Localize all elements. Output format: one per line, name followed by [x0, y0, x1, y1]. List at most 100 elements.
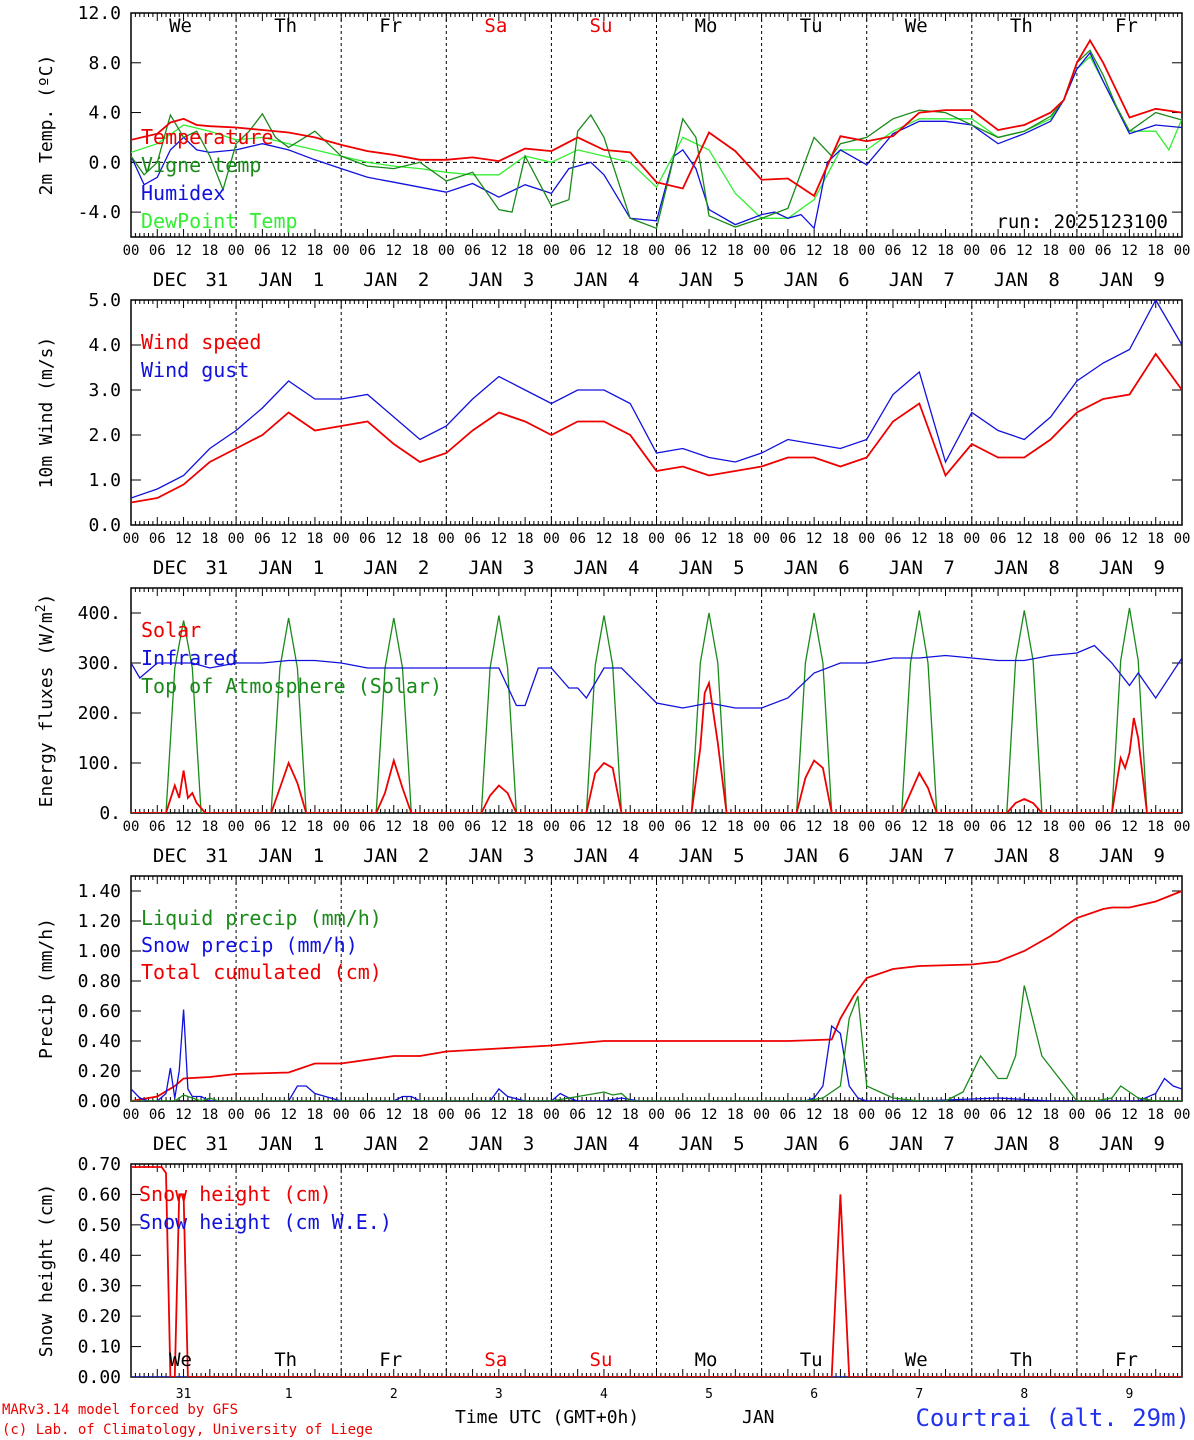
wind-hour-tick-label: 00	[858, 531, 875, 547]
energy-hour-tick-label: 06	[569, 819, 586, 835]
precip-hour-tick-label: 00	[963, 1107, 980, 1123]
temp-date-month: JAN	[1099, 269, 1133, 291]
precip-hour-tick-label: 18	[727, 1107, 744, 1123]
temp-hour-tick-label: 12	[596, 243, 613, 259]
precip-hour-tick-label: 12	[701, 1107, 718, 1123]
footer-weekday-label: Su	[590, 1349, 613, 1371]
wind-y-tick-label: 1.0	[88, 470, 121, 491]
precip-hour-tick-label: 12	[175, 1107, 192, 1123]
precip-hour-tick-label: 12	[911, 1107, 928, 1123]
precip-hour-tick-label: 18	[306, 1107, 323, 1123]
wind-hour-tick-label: 06	[569, 531, 586, 547]
wind-series-wind-gust	[131, 300, 1182, 499]
wind-date-month: DEC	[153, 557, 187, 579]
energy-date-day: 6	[838, 845, 849, 867]
energy-series-infrared	[131, 644, 1182, 709]
energy-date-month: JAN	[994, 845, 1028, 867]
footer-day-number: 4	[600, 1387, 608, 1402]
precip-hour-tick-label: 06	[885, 1107, 902, 1123]
temp-legend-entry: Humidex	[141, 181, 225, 205]
temp-hour-tick-label: 12	[911, 243, 928, 259]
wind-date-day: 2	[418, 557, 429, 579]
energy-hour-tick-label: 06	[990, 819, 1007, 835]
header-weekday-label: Su	[590, 15, 613, 37]
wind-hour-tick-label: 12	[1121, 531, 1138, 547]
precip-date-day: 1	[313, 1133, 324, 1155]
precip-legend-entry: Snow precip (mm/h)	[141, 933, 358, 957]
precip-hour-tick-label: 18	[517, 1107, 534, 1123]
energy-hour-tick-label: 06	[674, 819, 691, 835]
wind-hour-tick-label: 18	[517, 531, 534, 547]
energy-y-tick-label: 300.	[78, 653, 121, 674]
energy-date-month: JAN	[573, 845, 607, 867]
energy-hour-tick-label: 00	[753, 819, 770, 835]
precip-y-tick-label: 0.00	[78, 1091, 121, 1112]
precip-date-day: 7	[943, 1133, 954, 1155]
snow-y-tick-label: 0.00	[78, 1367, 121, 1388]
wind-date-month: JAN	[1099, 557, 1133, 579]
temp-hour-tick-label: 12	[1016, 243, 1033, 259]
wind-date-day: 6	[838, 557, 849, 579]
precip-y-tick-label: 0.20	[78, 1061, 121, 1082]
wind-legend-entry: Wind gust	[141, 358, 249, 382]
energy-hour-tick-label: 00	[858, 819, 875, 835]
wind-hour-tick-label: 00	[333, 531, 350, 547]
energy-date-day: 1	[313, 845, 324, 867]
wind-hour-tick-label: 06	[885, 531, 902, 547]
wind-hour-tick-label: 12	[490, 531, 507, 547]
snow-y-tick-label: 0.40	[78, 1245, 121, 1266]
energy-hour-tick-label: 06	[359, 819, 376, 835]
energy-hour-tick-label: 06	[464, 819, 481, 835]
energy-hour-tick-label: 18	[1147, 819, 1164, 835]
temp-date-day: 2	[418, 269, 429, 291]
temp-hour-tick-label: 18	[622, 243, 639, 259]
footer-weekday-label: We	[169, 1349, 192, 1371]
snow-y-axis-label: Snow height (cm)	[36, 1184, 57, 1357]
temp-date-day: 5	[733, 269, 744, 291]
precip-y-tick-label: 0.40	[78, 1031, 121, 1052]
footer-weekday-label: Sa	[484, 1349, 507, 1371]
wind-y-tick-label: 4.0	[88, 335, 121, 356]
wind-hour-tick-label: 00	[123, 531, 140, 547]
precip-date-day: 31	[205, 1133, 228, 1155]
precip-hour-tick-label: 18	[201, 1107, 218, 1123]
precip-hour-tick-label: 12	[1121, 1107, 1138, 1123]
energy-hour-tick-label: 18	[937, 819, 954, 835]
precip-date-month: JAN	[363, 1133, 397, 1155]
precip-hour-tick-label: 18	[1147, 1107, 1164, 1123]
energy-hour-tick-label: 00	[1174, 819, 1191, 835]
header-weekday-label: We	[169, 15, 192, 37]
temp-hour-tick-label: 06	[149, 243, 166, 259]
temp-y-tick-label: -4.0	[78, 202, 121, 223]
energy-hour-tick-label: 18	[832, 819, 849, 835]
temp-hour-tick-label: 18	[832, 243, 849, 259]
energy-hour-tick-label: 12	[806, 819, 823, 835]
temp-hour-tick-label: 06	[569, 243, 586, 259]
precip-hour-tick-label: 00	[1174, 1107, 1191, 1123]
temp-hour-tick-label: 18	[1042, 243, 1059, 259]
energy-date-month: DEC	[153, 845, 187, 867]
wind-hour-tick-label: 18	[412, 531, 429, 547]
energy-hour-tick-label: 12	[175, 819, 192, 835]
header-weekday-label: Sa	[484, 15, 507, 37]
footer-weekday-label: Th	[274, 1349, 297, 1371]
energy-hour-tick-label: 18	[727, 819, 744, 835]
temp-date-day: 1	[313, 269, 324, 291]
footer-day-number: 5	[705, 1387, 713, 1402]
temp-hour-tick-label: 00	[963, 243, 980, 259]
precip-date-month: JAN	[783, 1133, 817, 1155]
temp-hour-tick-label: 00	[753, 243, 770, 259]
wind-date-day: 5	[733, 557, 744, 579]
wind-hour-tick-label: 18	[832, 531, 849, 547]
snow-y-tick-label: 0.10	[78, 1337, 121, 1358]
temp-date-month: DEC	[153, 269, 187, 291]
wind-hour-tick-label: 06	[254, 531, 271, 547]
temp-date-day: 8	[1048, 269, 1059, 291]
precip-hour-tick-label: 12	[596, 1107, 613, 1123]
temp-hour-tick-label: 12	[1121, 243, 1138, 259]
precip-hour-tick-label: 18	[937, 1107, 954, 1123]
precip-hour-tick-label: 00	[1068, 1107, 1085, 1123]
temp-legend-entry: DewPoint Temp	[141, 209, 298, 233]
precip-date-month: JAN	[468, 1133, 502, 1155]
temp-y-tick-label: 8.0	[88, 53, 121, 74]
